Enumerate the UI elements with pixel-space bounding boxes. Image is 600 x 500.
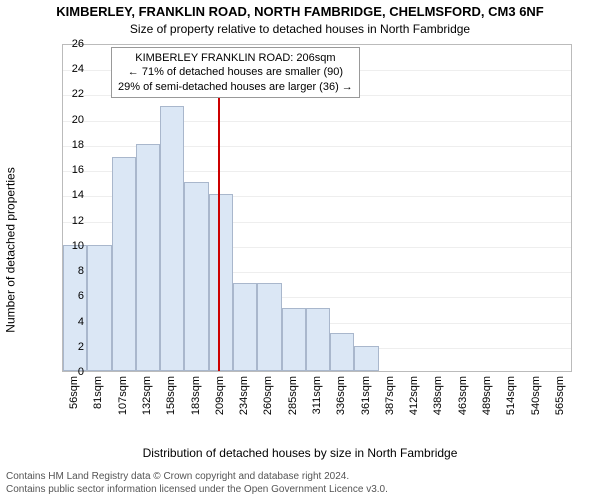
histogram-bar: [112, 157, 136, 371]
x-tick-label: 260sqm: [262, 376, 274, 415]
histogram-bar: [330, 333, 354, 371]
annotation-line: KIMBERLEY FRANKLIN ROAD: 206sqm: [118, 51, 353, 65]
histogram-bar: [136, 144, 160, 371]
annotation-line: 29% of semi-detached houses are larger (…: [118, 80, 353, 94]
footnote-line1: Contains HM Land Registry data © Crown c…: [6, 471, 594, 484]
x-tick-label: 311sqm: [311, 376, 323, 414]
y-tick-label: 10: [60, 240, 84, 252]
x-tick-label: 81sqm: [92, 376, 104, 409]
histogram-bar: [257, 283, 281, 371]
histogram-bar: [184, 182, 208, 371]
y-axis-label: Number of detached properties: [4, 0, 18, 500]
x-tick-label: 438sqm: [432, 376, 444, 415]
y-tick-label: 22: [60, 88, 84, 100]
x-tick-label: 234sqm: [238, 376, 250, 415]
x-tick-label: 387sqm: [384, 376, 396, 415]
footnote-line2: Contains public sector information licen…: [6, 484, 594, 497]
y-tick-label: 2: [60, 341, 84, 353]
x-tick-label: 514sqm: [505, 376, 517, 415]
annotation-line: ← 71% of detached houses are smaller (90…: [118, 65, 353, 79]
chart-subtitle: Size of property relative to detached ho…: [0, 22, 600, 36]
x-tick-label: 285sqm: [287, 376, 299, 415]
y-tick-label: 8: [60, 265, 84, 277]
x-tick-label: 56sqm: [68, 376, 80, 409]
histogram-bar: [306, 308, 330, 371]
x-tick-label: 183sqm: [190, 376, 202, 415]
x-tick-label: 412sqm: [408, 376, 420, 415]
plot-area: KIMBERLEY FRANKLIN ROAD: 206sqm← 71% of …: [62, 44, 572, 372]
histogram-bar: [233, 283, 257, 371]
x-tick-label: 158sqm: [165, 376, 177, 415]
x-tick-label: 463sqm: [457, 376, 469, 415]
y-tick-label: 16: [60, 164, 84, 176]
y-tick-label: 18: [60, 139, 84, 151]
histogram-bar: [87, 245, 111, 371]
x-tick-label: 489sqm: [481, 376, 493, 415]
y-tick-label: 26: [60, 38, 84, 50]
histogram-bar: [160, 106, 184, 371]
y-tick-label: 4: [60, 316, 84, 328]
x-tick-label: 540sqm: [530, 376, 542, 415]
x-tick-label: 361sqm: [360, 376, 372, 415]
x-tick-label: 209sqm: [214, 376, 226, 415]
y-tick-label: 20: [60, 114, 84, 126]
y-tick-label: 6: [60, 290, 84, 302]
footnote: Contains HM Land Registry data © Crown c…: [6, 471, 594, 496]
x-axis-label: Distribution of detached houses by size …: [0, 446, 600, 460]
y-tick-label: 24: [60, 63, 84, 75]
histogram-bar: [209, 194, 233, 371]
y-tick-label: 12: [60, 215, 84, 227]
gridline: [63, 121, 571, 122]
histogram-bar: [282, 308, 306, 371]
x-tick-label: 336sqm: [335, 376, 347, 415]
annotation-box: KIMBERLEY FRANKLIN ROAD: 206sqm← 71% of …: [111, 47, 360, 98]
chart-title: KIMBERLEY, FRANKLIN ROAD, NORTH FAMBRIDG…: [0, 4, 600, 19]
x-tick-label: 107sqm: [117, 376, 129, 415]
x-tick-label: 132sqm: [141, 376, 153, 415]
x-tick-label: 565sqm: [554, 376, 566, 415]
y-tick-label: 14: [60, 189, 84, 201]
marker-line: [218, 65, 220, 371]
histogram-bar: [354, 346, 378, 371]
